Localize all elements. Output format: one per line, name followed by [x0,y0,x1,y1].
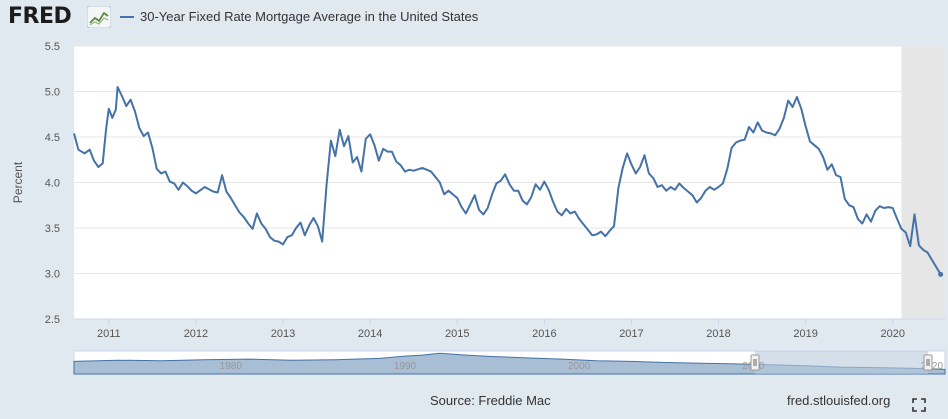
x-tick-label: 2019 [793,328,817,340]
y-tick-label: 5.0 [45,87,60,99]
y-axis-label: Percent [11,161,25,203]
y-tick-label: 2.5 [45,314,60,326]
navigator-tick-label: 2000 [568,361,591,372]
source-text: Source: Freddie Mac [430,393,551,408]
navigator-tick-label: 1980 [220,361,243,372]
x-tick-label: 2016 [532,328,556,340]
x-tick-label: 2020 [880,328,904,340]
fullscreen-icon[interactable] [912,398,926,412]
x-tick-label: 2017 [619,328,643,340]
navigator-tick-label: 1990 [394,361,417,372]
y-tick-label: 5.5 [45,41,60,53]
series-line [73,86,942,275]
y-tick-label: 3.0 [45,269,60,281]
x-tick-label: 2015 [445,328,469,340]
x-tick-label: 2011 [97,328,121,340]
navigator-right-handle[interactable] [923,354,933,371]
series-end-point [938,271,944,277]
x-tick-label: 2018 [706,328,730,340]
legend-swatch [120,15,134,18]
fred-logo-graph-icon [87,6,111,28]
x-tick-label: 2014 [358,328,382,340]
x-tick-label: 2012 [184,328,208,340]
navigator-left-handle[interactable] [750,354,760,371]
source-url: fred.stlouisfed.org [787,393,891,408]
chart-legend[interactable]: 30-Year Fixed Rate Mortgage Average in t… [120,9,478,24]
x-tick-label: 2013 [271,328,295,340]
y-tick-label: 4.5 [45,132,60,144]
chart-header: FRED 30-Year Fixed Rate Mortgage Average… [0,0,948,36]
line-chart[interactable]: 2.5 3.0 3.5 4.0 4.5 5.0 5.5 2011 2012 2013 2014 201… [0,36,948,386]
legend-label: 30-Year Fixed Rate Mortgage Average in t… [140,9,479,24]
y-tick-label: 4.0 [45,178,60,190]
navigator-selection [755,351,928,374]
y-tick-label: 3.5 [45,223,60,235]
fred-logo[interactable]: FRED [8,4,72,29]
